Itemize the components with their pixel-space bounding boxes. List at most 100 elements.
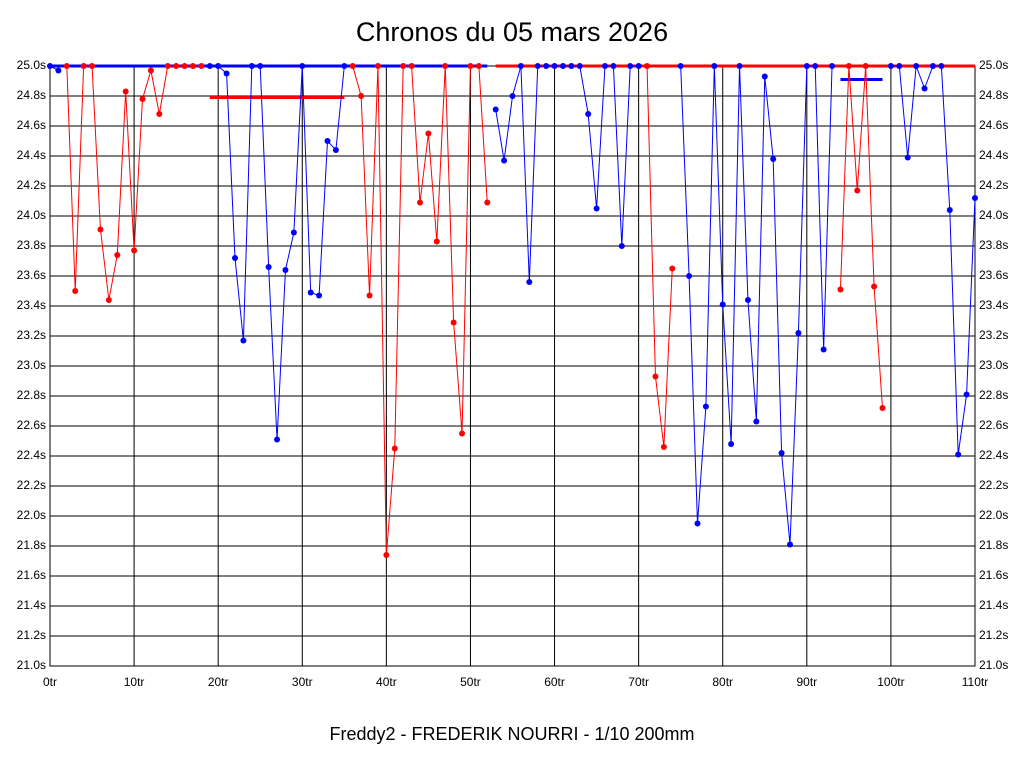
data-point xyxy=(147,67,154,74)
data-point xyxy=(963,391,970,398)
y2-tick-label: 25.0s xyxy=(979,58,1008,72)
y-tick-label: 23.0s xyxy=(17,358,46,372)
data-point xyxy=(299,63,306,69)
data-point xyxy=(307,289,314,296)
y2-tick-label: 23.6s xyxy=(979,268,1008,282)
data-point xyxy=(274,436,281,443)
data-point xyxy=(929,63,936,69)
y2-tick-label: 24.2s xyxy=(979,178,1008,192)
data-point xyxy=(97,226,104,233)
data-point xyxy=(677,63,684,69)
data-point xyxy=(618,243,625,249)
data-point xyxy=(559,63,566,69)
data-point xyxy=(450,319,457,326)
data-point xyxy=(871,283,878,290)
y-tick-label: 23.2s xyxy=(17,328,46,342)
data-point xyxy=(366,292,373,299)
data-point xyxy=(686,273,693,279)
data-point xyxy=(374,63,381,69)
x-tick-label: 60tr xyxy=(544,675,565,689)
x-tick-label: 50tr xyxy=(460,675,481,689)
data-point xyxy=(459,430,466,437)
x-tick-label: 0tr xyxy=(43,675,57,689)
x-tick-label: 100tr xyxy=(877,675,904,689)
data-point xyxy=(753,418,760,425)
data-point xyxy=(189,63,196,69)
data-point xyxy=(433,238,440,245)
y2-tick-label: 23.0s xyxy=(979,358,1008,372)
data-point xyxy=(282,267,289,273)
y-tick-label: 22.8s xyxy=(17,388,46,402)
data-point xyxy=(349,63,356,69)
data-point xyxy=(778,450,785,456)
data-point xyxy=(290,229,297,236)
data-point xyxy=(131,247,138,254)
data-point xyxy=(232,255,238,261)
y-tick-label: 23.4s xyxy=(17,298,46,312)
y2-tick-label: 22.4s xyxy=(979,448,1008,462)
data-point xyxy=(719,301,726,308)
x-tick-label: 10tr xyxy=(124,675,145,689)
y-tick-label: 22.2s xyxy=(17,478,46,492)
x-tick-label: 70tr xyxy=(628,675,649,689)
y-tick-label: 24.2s xyxy=(17,178,46,192)
y-tick-label: 24.4s xyxy=(17,148,46,162)
x-tick-label: 40tr xyxy=(376,675,397,689)
data-point xyxy=(702,403,709,410)
data-point xyxy=(408,63,415,69)
data-point xyxy=(644,63,651,69)
data-point xyxy=(921,85,928,92)
data-point xyxy=(820,346,827,353)
data-point xyxy=(543,63,550,69)
data-point xyxy=(517,63,524,69)
data-point xyxy=(248,63,255,69)
y-tick-label: 22.4s xyxy=(17,448,46,462)
y2-tick-label: 22.6s xyxy=(979,418,1008,432)
y-tick-label: 21.8s xyxy=(17,538,46,552)
x-tick-label: 30tr xyxy=(292,675,313,689)
data-point xyxy=(181,63,188,69)
y2-tick-label: 24.4s xyxy=(979,148,1008,162)
data-point xyxy=(568,63,575,69)
y-tick-label: 21.0s xyxy=(17,658,46,672)
data-point xyxy=(358,93,365,99)
data-point xyxy=(946,207,953,213)
y2-tick-label: 21.0s xyxy=(979,658,1008,672)
data-point xyxy=(879,405,886,411)
data-point xyxy=(139,96,146,102)
data-point xyxy=(938,63,945,69)
data-point xyxy=(795,330,802,336)
y2-tick-label: 21.4s xyxy=(979,598,1008,612)
y2-tick-label: 21.2s xyxy=(979,628,1008,642)
x-tick-label: 20tr xyxy=(208,675,229,689)
data-point xyxy=(240,337,247,344)
data-point xyxy=(652,373,659,380)
data-point xyxy=(341,63,348,69)
data-point xyxy=(744,297,751,303)
data-point xyxy=(862,63,869,69)
data-point xyxy=(215,63,222,69)
data-point xyxy=(198,63,205,69)
data-point xyxy=(89,63,96,69)
data-point xyxy=(829,63,836,69)
data-point xyxy=(728,441,735,447)
data-point xyxy=(173,63,180,69)
y-tick-label: 21.6s xyxy=(17,568,46,582)
y2-tick-label: 23.8s xyxy=(979,238,1008,252)
data-point xyxy=(484,199,491,206)
data-point xyxy=(509,93,516,99)
x-tick-label: 110tr xyxy=(962,675,988,689)
data-point xyxy=(475,63,482,69)
data-point xyxy=(105,297,112,303)
y2-tick-label: 21.8s xyxy=(979,538,1008,552)
data-point xyxy=(164,63,171,69)
data-point xyxy=(400,63,407,69)
data-point xyxy=(324,138,331,144)
data-point xyxy=(887,63,894,69)
data-point xyxy=(803,63,810,69)
data-point xyxy=(576,63,583,69)
y2-tick-label: 23.2s xyxy=(979,328,1008,342)
